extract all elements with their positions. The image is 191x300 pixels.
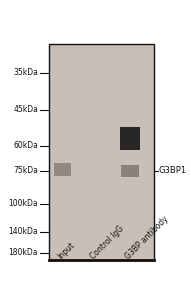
Text: 45kDa: 45kDa — [13, 105, 38, 114]
Text: 60kDa: 60kDa — [13, 141, 38, 150]
Text: 100kDa: 100kDa — [8, 199, 38, 208]
Text: G3BP1: G3BP1 — [159, 166, 187, 175]
Text: G3BP antibody: G3BP antibody — [124, 215, 170, 262]
Text: Input: Input — [56, 241, 77, 262]
Text: 180kDa: 180kDa — [9, 248, 38, 257]
Text: 75kDa: 75kDa — [13, 166, 38, 175]
Bar — [121, 165, 139, 177]
Text: 35kDa: 35kDa — [13, 68, 38, 77]
Bar — [54, 163, 71, 176]
Bar — [49, 44, 155, 260]
Bar — [120, 127, 140, 150]
Text: Control IgG: Control IgG — [89, 224, 125, 262]
Text: 140kDa: 140kDa — [8, 227, 38, 236]
